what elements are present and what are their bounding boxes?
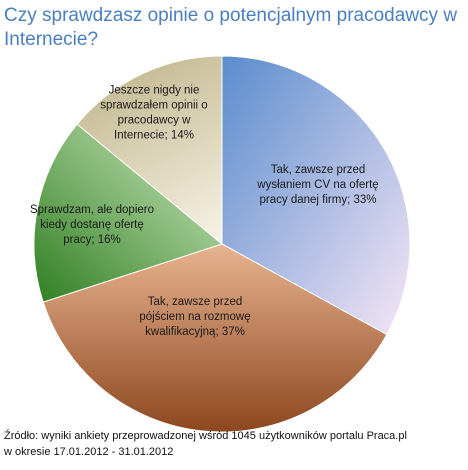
- chart-title: Czy sprawdzasz opinie o potencjalnym pra…: [4, 5, 458, 50]
- slice-label-line: Sprawdzam, ale dopiero: [30, 204, 154, 216]
- slice-label-2: Tak, zawsze przed pójściem na rozmowę kwal…: [139, 296, 250, 338]
- slice-label-line: pracy danej firmy; 33%: [260, 194, 377, 206]
- slice-label-line: pracodawcy w: [118, 115, 192, 127]
- source-line-2: w okresie 17.01.2012 - 31.01.2012: [4, 446, 174, 458]
- slice-label-line: sprawdzałem opinii o: [100, 100, 207, 112]
- slice-label-4: Jeszcze nigdy nie sprawdzałem opinii o pra…: [100, 85, 207, 142]
- pie-slice-2: [42, 243, 388, 433]
- slice-label-line: kwalifikacyjną; 37%: [145, 326, 245, 338]
- slice-label-line: pracy; 16%: [63, 234, 121, 246]
- slice-label-3: Sprawdzam, ale dopiero kiedy dostanę ofer…: [30, 204, 154, 246]
- pie-slice-4: [76, 55, 223, 246]
- slice-label-line: wysłaniem CV na ofertę: [256, 179, 378, 191]
- pie-slice-1: [221, 55, 411, 336]
- slice-label-line: Tak, zawsze przed: [148, 296, 243, 308]
- slice-label-line: pójściem na rozmowę: [139, 311, 250, 323]
- source-note: Źródło: wyniki ankiety przeprowadzonej w…: [4, 428, 466, 460]
- slice-label-line: kiedy dostanę ofertę: [40, 219, 144, 231]
- source-line-1: Źródło: wyniki ankiety przeprowadzonej w…: [4, 430, 407, 442]
- slice-label-line: Internecie; 14%: [114, 130, 194, 142]
- slice-label-1: Tak, zawsze przed wysłaniem CV na ofertę p…: [256, 164, 378, 206]
- pie-slice-3: [33, 123, 224, 303]
- slice-label-line: Tak, zawsze przed: [271, 164, 366, 176]
- slice-label-line: Jeszcze nigdy nie: [109, 85, 200, 97]
